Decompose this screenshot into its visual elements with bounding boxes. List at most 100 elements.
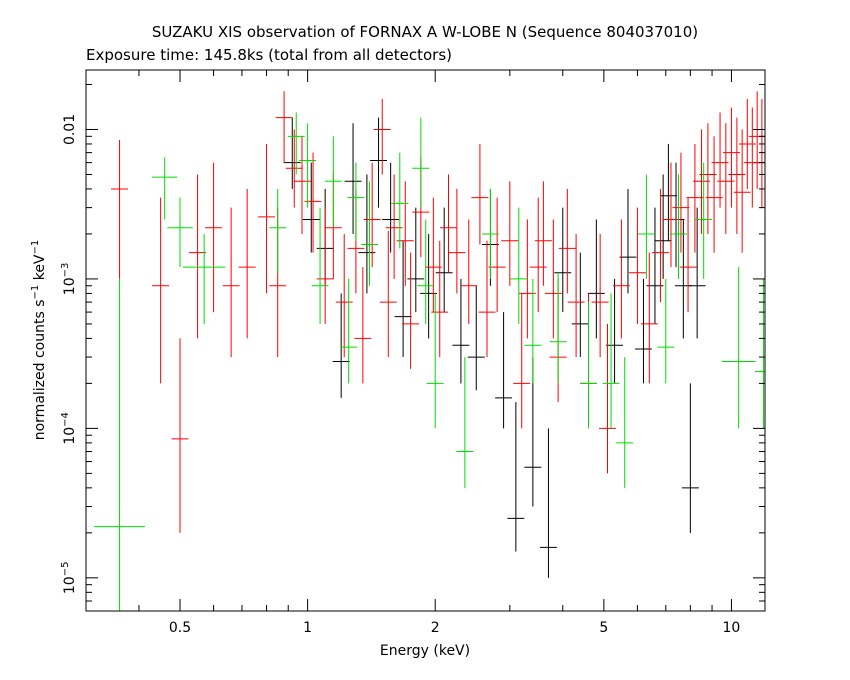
data-point — [335, 233, 353, 358]
data-point — [189, 174, 207, 339]
y-axis-label-base: normalized counts s — [32, 299, 48, 440]
data-point — [670, 174, 687, 279]
x-tick-label: 5 — [599, 620, 608, 636]
data-point — [354, 267, 372, 384]
data-point — [426, 293, 444, 429]
data-point — [619, 188, 637, 294]
data-point — [238, 188, 256, 339]
data-point — [394, 240, 412, 358]
data-point — [513, 293, 531, 429]
data-point — [738, 98, 756, 189]
x-tick-label: 2 — [431, 620, 440, 636]
data-point — [379, 230, 397, 358]
data-point — [674, 219, 692, 339]
data-point — [672, 152, 690, 253]
y-axis-label-exp2: −1 — [30, 240, 41, 255]
data-point — [488, 197, 506, 313]
data-point — [539, 428, 557, 578]
data-point — [612, 219, 630, 339]
data-point — [754, 278, 765, 429]
data-points — [94, 91, 765, 611]
data-point — [495, 312, 513, 429]
data-point — [412, 117, 430, 208]
data-point — [753, 98, 765, 208]
data-point — [471, 143, 489, 245]
data-point — [344, 123, 362, 234]
data-point — [347, 162, 365, 241]
data-point — [501, 181, 519, 286]
data-point — [606, 278, 624, 384]
data-point — [567, 233, 585, 358]
data-point — [507, 402, 525, 552]
data-point — [529, 197, 547, 313]
data-point — [679, 197, 697, 313]
data-point — [591, 233, 609, 358]
series-1 — [111, 91, 765, 533]
data-point — [657, 278, 675, 384]
data-point — [659, 143, 677, 241]
x-tick-label: 1 — [303, 620, 312, 636]
y-tick-label: 10−4 — [60, 412, 78, 445]
data-point — [440, 174, 457, 273]
data-point — [370, 117, 388, 208]
data-point — [324, 136, 342, 228]
data-point — [373, 98, 391, 175]
data-point — [171, 338, 189, 533]
data-point — [391, 152, 409, 249]
data-point — [94, 278, 145, 611]
data-point — [151, 157, 178, 220]
data-point — [302, 162, 320, 253]
data-point — [361, 181, 379, 286]
data-point — [275, 91, 293, 163]
data-point — [358, 174, 376, 294]
data-point — [311, 207, 329, 324]
data-point — [363, 162, 381, 268]
chart-subtitle: Exposure time: 145.8ks (total from all d… — [86, 46, 452, 64]
data-point — [287, 112, 305, 175]
data-point — [456, 357, 474, 488]
data-point — [402, 252, 420, 369]
data-point — [269, 188, 287, 273]
data-point — [662, 162, 680, 268]
data-point — [580, 302, 597, 429]
data-point — [695, 162, 713, 279]
data-point — [637, 174, 655, 279]
data-point — [599, 323, 616, 474]
data-point — [534, 181, 552, 286]
y-axis-label: normalized counts s−1 keV−1 — [30, 240, 48, 441]
data-point — [182, 233, 226, 324]
y-axis-label-exp1: −1 — [30, 285, 41, 300]
data-point — [467, 285, 485, 391]
data-point — [424, 197, 442, 313]
data-point — [285, 129, 303, 208]
data-point — [693, 129, 711, 234]
data-point — [332, 293, 350, 398]
data-point — [340, 278, 358, 384]
data-point — [640, 252, 658, 384]
chart-title: SUZAKU XIS observation of FORNAX A W-LOB… — [152, 23, 698, 41]
data-point — [686, 143, 704, 253]
data-point — [558, 188, 576, 294]
y-tick-label: 10−5 — [60, 562, 78, 595]
data-point — [299, 123, 317, 208]
data-point — [554, 207, 572, 313]
data-point — [651, 188, 669, 303]
data-point — [602, 293, 620, 429]
data-point — [452, 278, 470, 384]
data-point — [460, 219, 478, 324]
series-0 — [283, 117, 706, 578]
data-point — [681, 383, 699, 533]
data-point — [417, 219, 435, 324]
data-point — [283, 117, 301, 189]
x-axis-label: Energy (keV) — [380, 643, 470, 659]
data-point — [222, 207, 240, 358]
data-point — [431, 240, 449, 358]
data-point — [654, 174, 672, 279]
data-point — [316, 207, 334, 324]
data-point — [478, 240, 496, 358]
data-point — [448, 188, 466, 294]
data-point — [544, 219, 562, 339]
data-point — [407, 207, 425, 313]
data-point — [549, 272, 567, 384]
data-point — [167, 197, 193, 268]
